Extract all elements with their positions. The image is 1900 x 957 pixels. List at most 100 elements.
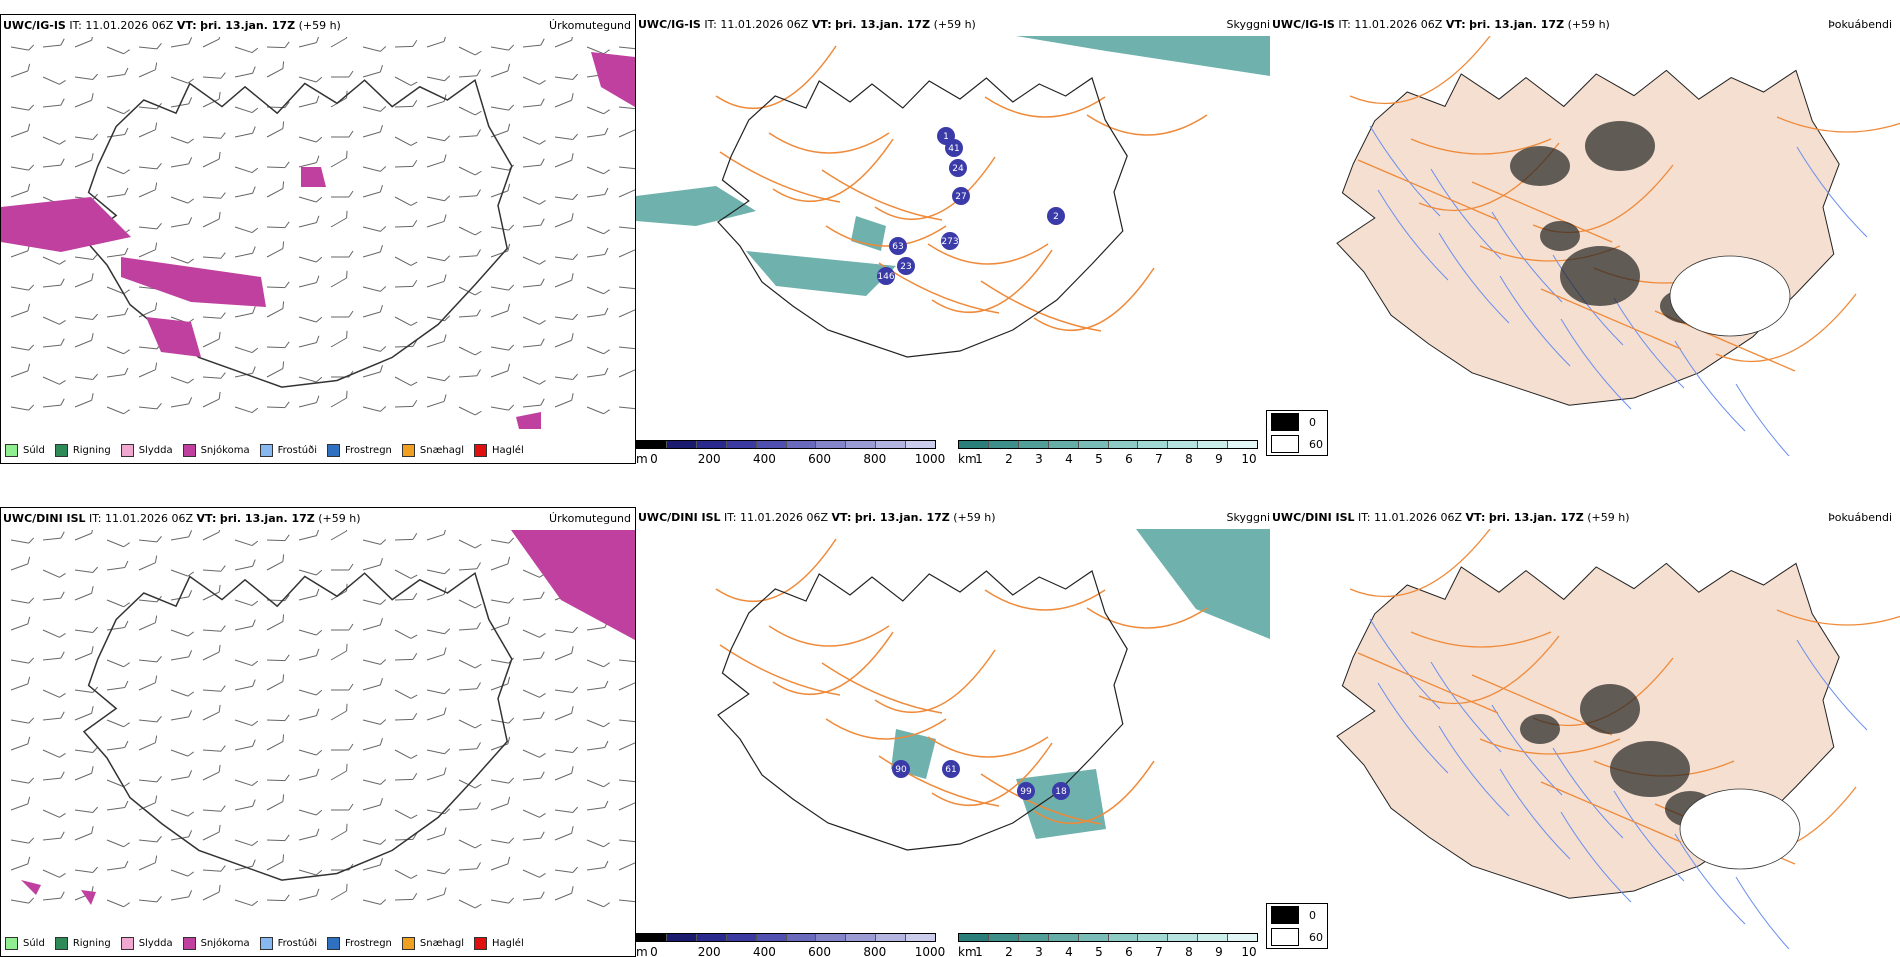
- wind-barb: [618, 779, 635, 783]
- road-line: [821, 662, 943, 714]
- wind-barb: [298, 888, 320, 901]
- wind-barb: [426, 135, 451, 142]
- cloudtop-blob: [941, 232, 959, 250]
- wind-barb: [298, 828, 320, 841]
- wind-barb: [554, 133, 578, 141]
- wind-barb: [522, 196, 546, 205]
- wind-barb: [618, 675, 635, 691]
- colorbar-unit: km: [958, 945, 977, 957]
- wind-barb: [362, 738, 383, 751]
- wind-barb: [74, 133, 98, 141]
- wind-barb: [490, 63, 511, 78]
- wind-barb: [458, 599, 482, 609]
- wind-barb: [586, 659, 610, 668]
- it-label: IT:: [1358, 511, 1371, 524]
- wind-barb: [106, 307, 129, 318]
- colorbar-segment: [726, 441, 757, 448]
- wind-barb: [394, 532, 418, 541]
- cloudtop-label: 61: [945, 765, 956, 775]
- wind-barb: [298, 256, 323, 263]
- wind-barb: [106, 779, 130, 788]
- wind-barb: [42, 651, 65, 661]
- legend-swatch: [401, 444, 415, 457]
- colorbar-segment: [1108, 441, 1139, 448]
- colorbar-segment: [1198, 934, 1229, 941]
- legend-swatch: [474, 444, 488, 457]
- wind-barb: [458, 166, 482, 176]
- wind-barb: [394, 376, 418, 386]
- wind-barb: [586, 127, 609, 138]
- wind-barb: [362, 719, 387, 725]
- wind-barb: [202, 91, 221, 108]
- wind-barb: [554, 93, 574, 108]
- wind-barb: [138, 896, 162, 903]
- wind-barb: [266, 221, 290, 229]
- wind-barb: [10, 183, 31, 198]
- wind-barb: [298, 569, 323, 576]
- wind-barb: [618, 735, 635, 751]
- wind-barb: [74, 93, 94, 108]
- wind-barb: [362, 539, 387, 545]
- wind-barb: [522, 749, 546, 758]
- colorbar-tick: 600: [808, 945, 832, 957]
- wind-barb: [234, 559, 256, 571]
- colorbar-scale: [958, 933, 1258, 942]
- road-line: [1349, 36, 1491, 104]
- low-visibility-area: [1016, 769, 1106, 839]
- colorbar-tick: 200: [697, 452, 721, 464]
- road-line: [878, 262, 1000, 314]
- coastline: [717, 77, 1128, 358]
- snow-area: [21, 880, 41, 895]
- wind-barb: [106, 247, 129, 258]
- wind-barb: [138, 163, 162, 170]
- wind-barb: [74, 373, 98, 381]
- wind-barb: [234, 599, 259, 607]
- wind-barb: [554, 373, 578, 381]
- wind-barb: [426, 195, 451, 202]
- coastline: [717, 570, 1128, 851]
- model-name: UWC/IG-IS: [1272, 18, 1335, 31]
- river-line: [1438, 725, 1510, 817]
- wind-barb: [234, 799, 256, 811]
- wind-barb: [170, 770, 193, 781]
- glacier-area: [1679, 788, 1801, 870]
- wind-barb: [522, 771, 545, 781]
- wind-barb: [138, 302, 158, 318]
- wind-barb: [490, 123, 511, 138]
- wind-barb: [362, 106, 387, 112]
- wind-barb: [266, 41, 290, 49]
- road-line: [821, 169, 943, 221]
- wind-barb: [426, 647, 447, 661]
- wind-barb: [426, 868, 451, 875]
- wind-barb: [331, 250, 354, 258]
- wind-barb: [522, 76, 546, 85]
- legend-label: Rigning: [72, 445, 111, 456]
- wind-barb: [394, 76, 418, 86]
- wind-barb: [362, 65, 383, 78]
- wind-barb: [10, 44, 35, 51]
- fog-legend-label: 0: [1309, 908, 1316, 922]
- vt-label: VT:: [1465, 511, 1486, 524]
- lead-time: (+59 h): [1567, 18, 1610, 31]
- wind-barb: [554, 826, 574, 841]
- wind-barb: [234, 659, 259, 667]
- wind-barb: [618, 182, 635, 198]
- wind-barb: [586, 800, 609, 811]
- wind-barb: [586, 187, 609, 198]
- wind-barb: [42, 629, 66, 638]
- wind-barb: [490, 556, 511, 571]
- wind-barb: [10, 657, 35, 664]
- wind-barb: [490, 243, 511, 258]
- road-line: [825, 225, 947, 247]
- wind-barb: [490, 104, 515, 111]
- wind-barb: [490, 404, 515, 411]
- cloudtop-blob: [949, 159, 967, 177]
- colorbar-segment: [816, 934, 847, 941]
- wind-barb: [362, 286, 387, 292]
- wind-barb: [426, 255, 451, 262]
- legend-label: Slydda: [138, 445, 173, 456]
- colorbar-segment: [756, 934, 787, 941]
- legend-item: Súld: [5, 444, 45, 457]
- cloudtop-label: 273: [941, 237, 958, 247]
- wind-barb: [202, 211, 221, 228]
